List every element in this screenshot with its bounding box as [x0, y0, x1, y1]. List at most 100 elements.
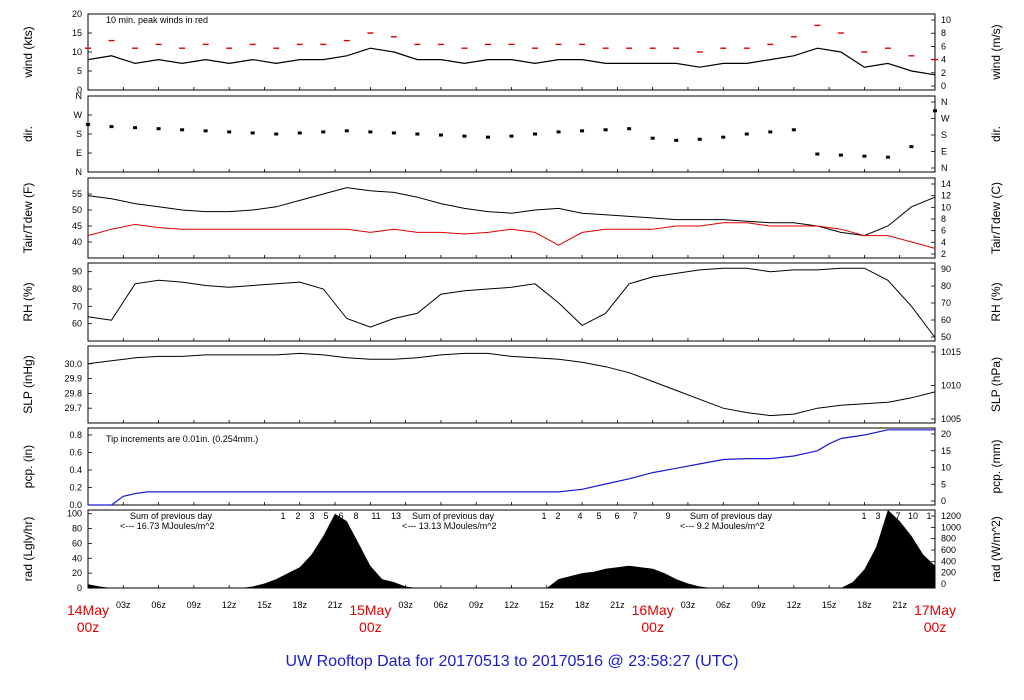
x-tick-label: 06z [434, 600, 449, 610]
panel-temp: Tair/Tdew (F) Tair/Tdew (C) 40 45 50 55 2 46 8 10… [21, 177, 1003, 259]
y-tick-label-right: 8 [941, 214, 946, 224]
y-tick-label-right: 1200 [941, 511, 961, 521]
y-tick-label-right: 0 [941, 81, 946, 91]
radiation-area [88, 510, 935, 588]
wind-dir-point [391, 131, 396, 135]
y-axis-label-right: RH (%) [989, 282, 1003, 321]
y-tick-label-right: 0 [941, 579, 946, 589]
y-axis-label-left: RH (%) [21, 282, 35, 321]
y-tick-label-left: 0.8 [69, 430, 82, 440]
x-tick-label: 18z [575, 600, 590, 610]
wind-speed-line [87, 47, 936, 76]
hour-label: 1 [926, 511, 931, 521]
panel-frame [87, 345, 936, 424]
y-axis-label-left: rad (Lgly/hr) [21, 517, 35, 582]
wind-dir-point [344, 129, 349, 133]
wind-dir-point [438, 133, 443, 137]
date-sub-label: 00z [641, 619, 664, 635]
wind-dir-point [485, 135, 490, 139]
x-tick-label: 03z [681, 600, 696, 610]
y-tick-label-left: 0.6 [69, 448, 82, 458]
panel-rad: rad (Lgly/hr) rad (W/m^2)0204060801000200… [21, 509, 1003, 593]
hour-label: 2 [295, 511, 300, 521]
hour-label: 3 [875, 511, 880, 521]
y-tick-label-right: N [941, 163, 948, 173]
y-tick-label-left: 0 [77, 85, 82, 95]
hour-label: 5 [323, 511, 328, 521]
x-tick-label: 03z [116, 600, 131, 610]
y-axis-label-left: pcp. (in) [21, 445, 35, 488]
date-label: 16May [632, 602, 674, 618]
hour-label: 1 [541, 511, 546, 521]
x-tick-label: 09z [751, 600, 766, 610]
x-tick-label: 21z [610, 600, 625, 610]
panel-slp: SLP (inHg) SLP (hPa) 29.7 29.8 29.9 30.0 1005 1… [21, 345, 1003, 424]
daily-sum-label: Sum of previous day [690, 511, 773, 521]
y-tick-label-right: 10 [941, 202, 951, 212]
x-tick-label: 15z [257, 600, 272, 610]
y-tick-label-left: 60 [72, 319, 82, 329]
hour-label: 9 [665, 511, 670, 521]
y-tick-label-left: 60 [72, 538, 82, 548]
y-tick-label-left: 30.0 [64, 359, 82, 369]
y-tick-label-left: 90 [72, 267, 82, 277]
y-tick-label-left: 15 [72, 28, 82, 38]
y-tick-label-right: 1005 [941, 414, 961, 424]
wind-dir-point [368, 130, 373, 134]
hour-label: 1 [861, 511, 866, 521]
y-axis-label-left: dir. [21, 126, 35, 142]
chart-title: UW Rooftop Data for 20170513 to 20170516… [286, 653, 739, 670]
x-tick-label: 06z [151, 600, 166, 610]
wind-dir-point [791, 128, 796, 132]
y-tick-label-right: 10 [941, 463, 951, 473]
hour-label: 11 [371, 511, 380, 521]
panel-frame [87, 13, 936, 91]
wind-dir-point [933, 109, 937, 113]
rh-line [87, 267, 936, 338]
y-tick-label-right: 1015 [941, 347, 961, 357]
x-tick-label: 09z [469, 600, 484, 610]
y-tick-label-left: 0.4 [69, 465, 82, 475]
y-tick-label-left: N [76, 91, 83, 101]
wind-dir-point [227, 130, 232, 134]
y-tick-label-right: E [941, 147, 947, 157]
hour-label: 6 [614, 511, 619, 521]
wind-dir-point [274, 132, 279, 136]
y-tick-label-left: 80 [72, 284, 82, 294]
wind-dir-point [627, 127, 632, 131]
y-tick-label-right: W [941, 114, 950, 124]
y-tick-label-left: 0 [77, 583, 82, 593]
peak-winds-note: 10 min. peak winds in red [106, 15, 208, 25]
y-tick-label-left: 100 [67, 509, 82, 519]
y-axis-label-right: SLP (hPa) [989, 357, 1003, 412]
wind-dir-point [556, 130, 561, 134]
y-axis-label-right: wind (m/s) [989, 24, 1003, 80]
date-label: 17May [914, 602, 956, 618]
wind-dir-point [462, 134, 467, 138]
y-tick-label-right: N [941, 97, 948, 107]
wind-dir-point [509, 134, 514, 138]
wind-dir-point [533, 132, 538, 136]
y-tick-label-right: 4 [941, 237, 946, 247]
y-tick-label-left: 29.7 [64, 403, 82, 413]
y-tick-label-left: 5 [77, 66, 82, 76]
dewpoint-line [87, 222, 936, 249]
hour-label: 1 [280, 511, 285, 521]
daily-sum-value: <--- 9.2 MJoules/m^2 [680, 521, 765, 531]
y-tick-label-right: 200 [941, 568, 956, 578]
y-tick-label-right: 800 [941, 534, 956, 544]
y-tick-label-left: 70 [72, 301, 82, 311]
wind-dir-point [697, 137, 702, 141]
hour-label: 13 [391, 511, 401, 521]
y-tick-label-right: 1000 [941, 522, 961, 532]
wind-dir-point [250, 131, 255, 135]
wind-dir-point [180, 128, 185, 132]
wind-dir-point [321, 130, 326, 134]
y-tick-label-left: 80 [72, 524, 82, 534]
y-tick-label-right: 20 [941, 429, 951, 439]
y-tick-label-left: N [76, 167, 83, 177]
panel-pcp: pcp. (in) pcp. (mm) 0.0 0.2 0.4 0.6 0.8 0 5 10 15 2… [21, 427, 1003, 510]
wind-dir-point [768, 130, 773, 134]
